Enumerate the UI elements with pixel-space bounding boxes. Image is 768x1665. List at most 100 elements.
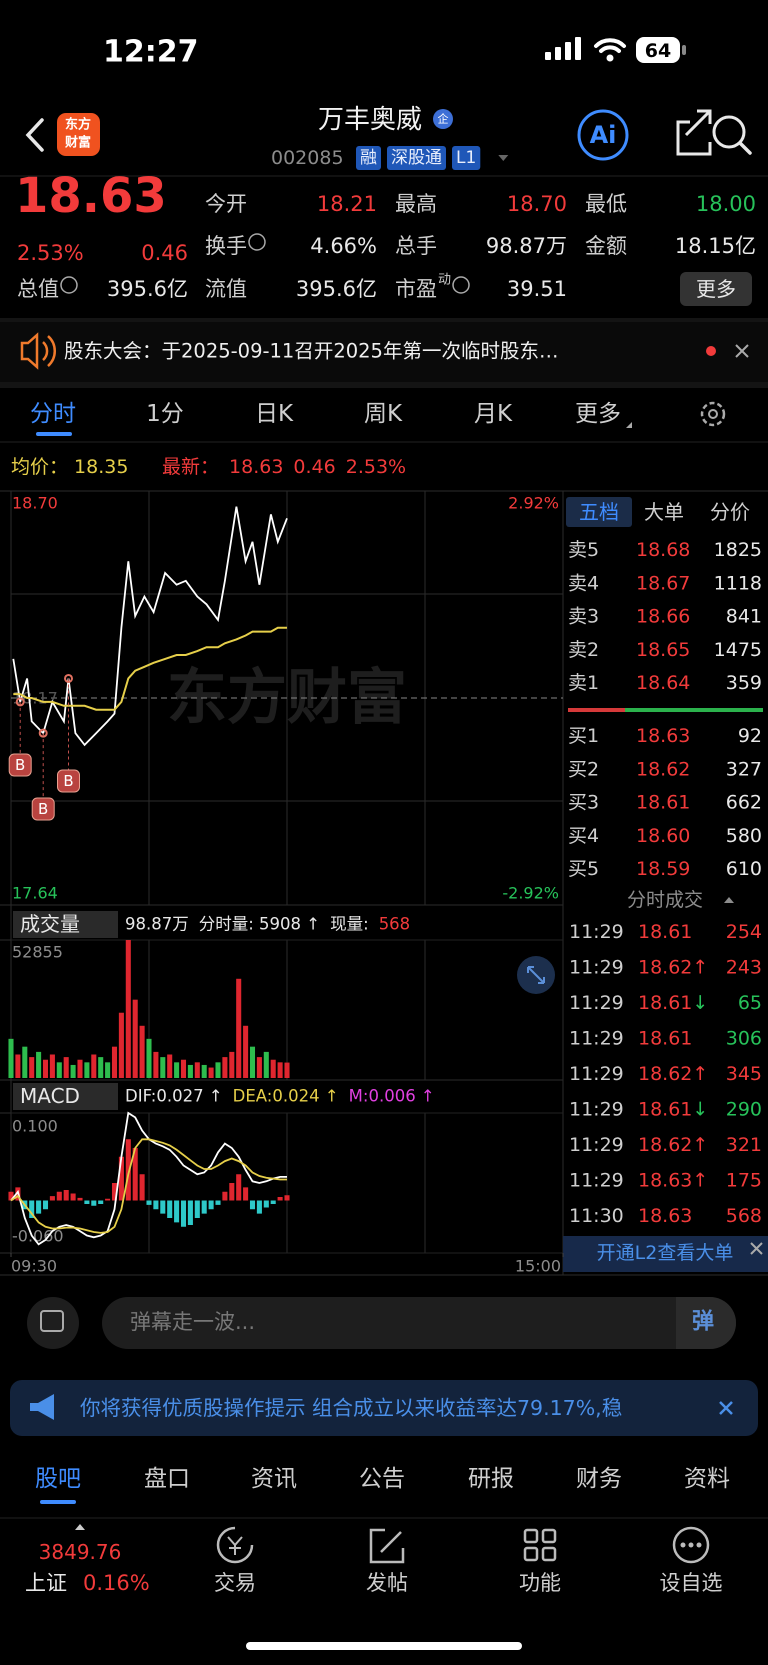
- info-icon[interactable]: [248, 233, 266, 251]
- share-button[interactable]: [676, 109, 712, 156]
- info-text: 2.53%: [346, 456, 406, 478]
- danmu-button-text[interactable]: 弹: [692, 1310, 714, 1335]
- ai-label: Ai: [590, 121, 617, 149]
- l2-banner[interactable]: [563, 1236, 768, 1272]
- y-tick-label: -0.060: [12, 1227, 64, 1246]
- period-tab[interactable]: 更多: [575, 401, 621, 427]
- content-tab[interactable]: 资料: [684, 1466, 730, 1492]
- nav-item[interactable]: 发帖: [366, 1571, 408, 1595]
- nav-item[interactable]: 交易: [214, 1571, 256, 1595]
- indicator-title[interactable]: MACD: [20, 1084, 80, 1108]
- book-volume: 662: [726, 792, 762, 814]
- trade-volume: 321: [726, 1134, 762, 1156]
- period-tab[interactable]: 月K: [474, 401, 513, 427]
- expand-icon: [527, 966, 545, 984]
- book-level: 买1: [568, 725, 599, 747]
- stock-name: 万丰奥威: [318, 105, 422, 135]
- volume-bar: [36, 1051, 42, 1078]
- danmu-toggle[interactable]: [27, 1297, 79, 1349]
- trade-volume: 568: [726, 1205, 762, 1227]
- tag-bg: [452, 146, 481, 170]
- tab-arrow: [626, 422, 632, 428]
- book-tab[interactable]: 五档: [579, 500, 619, 524]
- notice-bar[interactable]: [0, 322, 768, 382]
- close-l2[interactable]: [750, 1242, 763, 1255]
- danmu-input[interactable]: [102, 1297, 736, 1349]
- settings-center: [708, 409, 718, 419]
- volume-bar: [180, 1059, 187, 1078]
- promo-text[interactable]: 你将获得优质股操作提示 组合成立以来收益率达79.17%,稳: [80, 1396, 622, 1420]
- indicator-value: 98.87万: [125, 915, 189, 934]
- content-tab[interactable]: 财务: [576, 1466, 622, 1492]
- wifi-icon: [594, 38, 626, 53]
- unread-dot: [706, 346, 716, 356]
- period-tab[interactable]: 周K: [364, 401, 403, 427]
- indicator-menu[interactable]: [13, 1083, 118, 1110]
- macd-bar: [70, 1193, 76, 1201]
- content-tab[interactable]: 盘口: [144, 1466, 190, 1492]
- logo-text: 东方: [65, 117, 91, 133]
- nav-item[interactable]: 设自选: [660, 1571, 723, 1595]
- volume-bar: [63, 1057, 69, 1078]
- content-tab[interactable]: 股吧: [35, 1466, 81, 1492]
- close-promo[interactable]: [719, 1401, 733, 1415]
- close-notice[interactable]: [735, 344, 749, 358]
- logo-text: 财富: [65, 135, 91, 151]
- period-tab[interactable]: 分时: [30, 401, 76, 427]
- info-icon[interactable]: [452, 276, 470, 294]
- volume-bar: [187, 1064, 193, 1078]
- book-tab[interactable]: 大单: [644, 500, 684, 524]
- volume-bar: [84, 1062, 90, 1078]
- macd-bar: [284, 1195, 290, 1201]
- volume-bar: [118, 1012, 124, 1078]
- field-label: 最低: [585, 192, 627, 216]
- macd-bar: [56, 1191, 62, 1201]
- content-tab[interactable]: 研报: [468, 1466, 514, 1492]
- field-sup: 动: [438, 273, 451, 288]
- volume-bar: [70, 1064, 76, 1078]
- volume-bar: [49, 1054, 55, 1078]
- period-tab[interactable]: 日K: [255, 401, 294, 427]
- macd-bar: [125, 1139, 131, 1201]
- more-button[interactable]: [680, 272, 752, 306]
- trade-price: 18.61: [638, 992, 692, 1014]
- macd-bar: [91, 1200, 97, 1206]
- y-tick-label: 0.100: [12, 1117, 58, 1136]
- trade-direction: ↑: [692, 1170, 708, 1192]
- macd-bar: [208, 1200, 214, 1210]
- trade-price: 18.62: [638, 1134, 692, 1156]
- more-label[interactable]: 更多: [696, 277, 736, 301]
- promo-banner[interactable]: [10, 1380, 758, 1436]
- content-tab[interactable]: 资讯: [251, 1466, 297, 1492]
- macd-bar: [132, 1148, 138, 1201]
- indicator-value: 现量:: [330, 915, 369, 934]
- trade-direction: ↑: [692, 957, 708, 979]
- ai-button[interactable]: [577, 109, 629, 161]
- book-tab[interactable]: 分价: [710, 500, 750, 524]
- indicator-title[interactable]: 成交量: [20, 912, 80, 936]
- macd-bar: [105, 1198, 111, 1201]
- trade-time: 11:29: [569, 1063, 624, 1085]
- notice-text[interactable]: 股东大会：于2025-09-11召开2025年第一次临时股东…: [64, 340, 558, 363]
- back-button[interactable]: [25, 118, 44, 152]
- price-line: [12, 506, 288, 747]
- danmu-placeholder[interactable]: 弹幕走一波...: [130, 1310, 255, 1334]
- danmu-send[interactable]: [676, 1297, 736, 1349]
- search-button[interactable]: [712, 115, 746, 149]
- settings-button[interactable]: [700, 401, 726, 427]
- y-tick-label: 18.70: [12, 494, 58, 513]
- info-icon[interactable]: [60, 276, 78, 294]
- content-tab[interactable]: 公告: [359, 1466, 405, 1492]
- macd-bar: [215, 1200, 221, 1205]
- y-tick-label: 17.64: [12, 884, 58, 903]
- volume-bar: [201, 1064, 207, 1078]
- l2-text[interactable]: 开通L2查看大单: [597, 1242, 734, 1264]
- indicator-menu[interactable]: [13, 911, 118, 938]
- book-tab-active: [566, 497, 632, 527]
- volume-bar: [125, 940, 131, 1078]
- trade-volume: 243: [726, 957, 762, 979]
- period-tab[interactable]: 1分: [146, 401, 184, 427]
- divider: [0, 382, 768, 388]
- nav-item[interactable]: 功能: [519, 1571, 561, 1595]
